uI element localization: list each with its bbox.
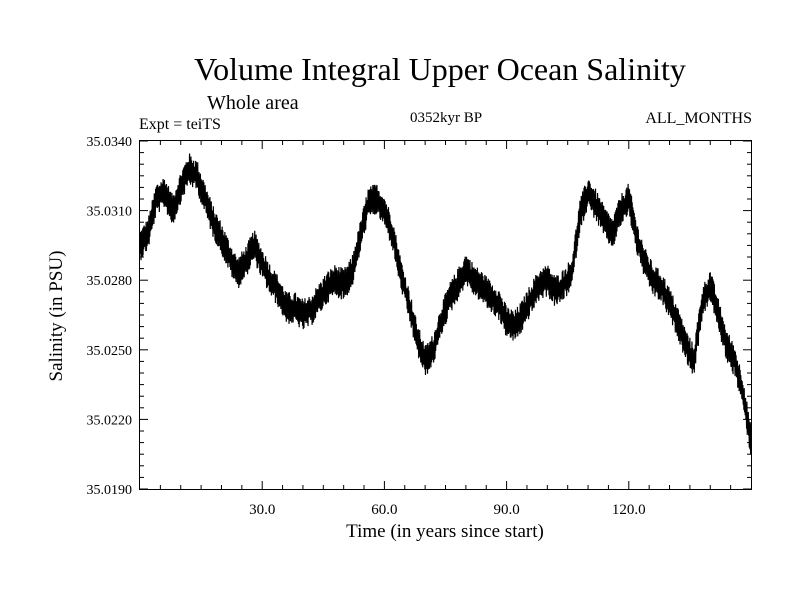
plot-frame — [139, 140, 752, 490]
x-axis-label: Time (in years since start) — [346, 521, 544, 542]
y-tick-label: 35.0340 — [87, 135, 133, 150]
period-label: 0352kyr BP — [410, 110, 482, 126]
series-salinity — [139, 153, 752, 455]
y-tick-label: 35.0250 — [87, 344, 133, 359]
y-axis-label: Salinity (in PSU) — [46, 251, 67, 382]
y-tick-label: 35.0220 — [87, 413, 133, 428]
x-tick-label: 60.0 — [371, 502, 397, 518]
series-line — [139, 153, 752, 455]
months-label: ALL_MONTHS — [645, 110, 752, 127]
y-tick-label: 35.0190 — [87, 483, 133, 498]
x-tick-label: 90.0 — [493, 502, 519, 518]
y-axis: 35.0190 35.0220 35.0250 35.0280 35.0310 35.03… — [87, 135, 751, 498]
chart-subtitle: Whole area — [207, 92, 299, 114]
x-axis: 30.0 60.0 90.0 120.0 — [159, 141, 732, 518]
y-tick-label: 35.0310 — [87, 205, 133, 220]
experiment-label: Expt = teiTS — [139, 116, 221, 133]
y-tick-label: 35.0280 — [87, 274, 133, 289]
x-tick-label: 120.0 — [612, 502, 646, 518]
chart-title: Volume Integral Upper Ocean Salinity — [194, 51, 686, 87]
x-tick-label: 30.0 — [249, 502, 275, 518]
